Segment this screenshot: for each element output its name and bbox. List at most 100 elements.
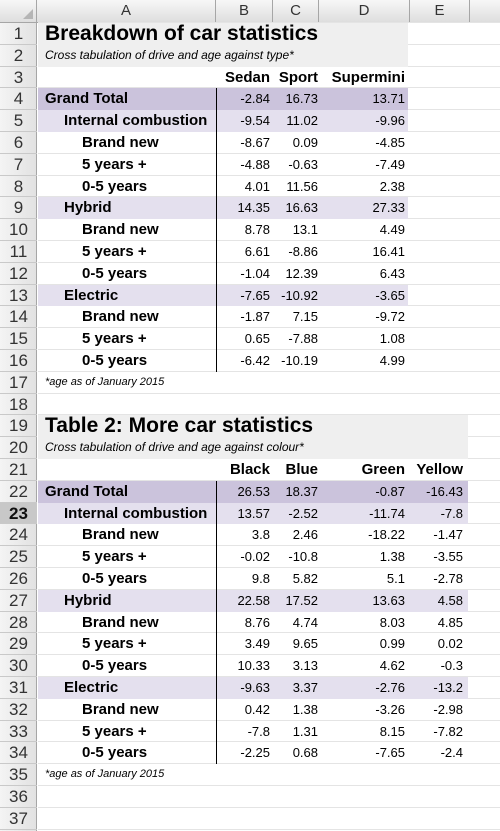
table2-value-cell[interactable]: -2.78 — [433, 571, 463, 586]
row-header-28[interactable]: 28 — [0, 612, 37, 634]
table2-row-label[interactable]: 5 years + — [82, 548, 147, 566]
table1-value-cell[interactable]: 12.39 — [285, 265, 318, 281]
table2-value-cell[interactable]: -3.55 — [433, 549, 463, 565]
table2-value-cell[interactable]: -18.22 — [368, 527, 405, 543]
table1-value-cell[interactable]: 11.56 — [286, 178, 318, 194]
table2-row-label[interactable]: Electric — [64, 679, 119, 696]
table1-value-cell[interactable]: 11.02 — [286, 113, 318, 129]
table1-value-cell[interactable]: 4.99 — [379, 353, 405, 368]
table1-value-cell[interactable]: 2.38 — [379, 178, 405, 194]
row-header-20[interactable]: 20 — [0, 437, 37, 459]
table2-value-cell[interactable]: 13.57 — [237, 505, 270, 521]
table2-value-cell[interactable]: 3.8 — [251, 527, 270, 543]
table2-value-cell[interactable]: 2.46 — [292, 527, 318, 543]
table2-row-label[interactable]: 0-5 years — [82, 744, 148, 762]
table1-value-cell[interactable]: -2.84 — [240, 91, 270, 107]
table2-row-label[interactable]: 0-5 years — [82, 657, 148, 675]
row-header-36[interactable]: 36 — [0, 786, 37, 808]
table2-title[interactable]: Table 2: More car statistics — [45, 414, 314, 438]
table1-value-cell[interactable]: 0.65 — [244, 331, 270, 347]
table1-row-label[interactable]: Brand new — [82, 221, 159, 239]
table2-header-blue[interactable]: Blue — [285, 461, 318, 478]
table2-value-cell[interactable]: -7.65 — [375, 745, 405, 761]
table1-row-label[interactable]: 5 years + — [82, 155, 147, 173]
table2-row-label[interactable]: Brand new — [82, 526, 159, 544]
table1-value-cell[interactable]: -4.85 — [375, 135, 405, 150]
table2-subtitle[interactable]: Cross tabulation of drive and age agains… — [45, 440, 304, 455]
table1-value-cell[interactable]: 16.63 — [285, 200, 318, 216]
table2-value-cell[interactable]: 1.38 — [292, 701, 318, 717]
table2-value-cell[interactable]: -0.3 — [440, 658, 463, 674]
table2-row-label[interactable]: Hybrid — [64, 591, 112, 609]
table2-value-cell[interactable]: -7.8 — [440, 505, 463, 521]
table1-value-cell[interactable]: 1.08 — [379, 331, 405, 347]
row-header-24[interactable]: 24 — [0, 524, 37, 547]
row-header-1[interactable]: 1 — [0, 23, 37, 45]
table2-value-cell[interactable]: 3.37 — [292, 680, 318, 695]
table1-subtitle[interactable]: Cross tabulation of drive and age agains… — [45, 47, 294, 62]
column-header-e[interactable]: E — [410, 0, 470, 22]
row-header-34[interactable]: 34 — [0, 742, 37, 765]
row-header-37[interactable]: 37 — [0, 808, 37, 830]
row-header-2[interactable]: 2 — [0, 45, 37, 67]
table1-value-cell[interactable]: -3.65 — [375, 287, 405, 303]
table1-value-cell[interactable]: 16.73 — [285, 91, 318, 107]
table2-header-yellow[interactable]: Yellow — [416, 461, 463, 478]
column-header-d[interactable]: D — [319, 0, 410, 22]
table2-value-cell[interactable]: 0.99 — [379, 636, 405, 652]
table2-value-cell[interactable]: 17.52 — [285, 592, 318, 608]
table2-value-cell[interactable]: 10.33 — [237, 658, 270, 674]
table1-value-cell[interactable]: -10.19 — [281, 353, 318, 368]
table2-value-cell[interactable]: 8.15 — [379, 723, 405, 739]
row-header-35[interactable]: 35 — [0, 764, 37, 786]
table2-value-cell[interactable]: 9.8 — [251, 571, 270, 586]
row-header-23[interactable]: 23 — [0, 502, 37, 525]
table2-value-cell[interactable]: -1.47 — [433, 527, 463, 543]
table2-value-cell[interactable]: 18.37 — [285, 483, 318, 499]
table1-value-cell[interactable]: 13.1 — [292, 222, 318, 238]
table1-header-supermini[interactable]: Supermini — [331, 68, 405, 86]
table1-value-cell[interactable]: -1.04 — [240, 265, 270, 281]
table2-row-label[interactable]: Grand Total — [45, 482, 129, 500]
row-header-9[interactable]: 9 — [0, 197, 37, 220]
table1-value-cell[interactable]: -7.88 — [288, 331, 318, 347]
table2-value-cell[interactable]: 4.74 — [292, 614, 318, 630]
table1-row-label[interactable]: Hybrid — [64, 199, 112, 217]
table1-value-cell[interactable]: 6.61 — [244, 244, 270, 259]
table2-value-cell[interactable]: 5.1 — [386, 571, 405, 586]
table2-value-cell[interactable]: -2.25 — [240, 745, 270, 761]
table1-value-cell[interactable]: 6.43 — [379, 265, 405, 281]
column-header-a[interactable]: A — [37, 0, 216, 22]
table2-value-cell[interactable]: 8.03 — [379, 614, 405, 630]
table2-value-cell[interactable]: 4.85 — [437, 614, 463, 630]
table1-value-cell[interactable]: 0.09 — [292, 135, 318, 150]
row-header-5[interactable]: 5 — [0, 110, 37, 132]
table2-value-cell[interactable]: -7.8 — [247, 723, 270, 739]
row-header-19[interactable]: 19 — [0, 415, 37, 438]
table2-value-cell[interactable]: 4.62 — [379, 658, 405, 674]
table2-value-cell[interactable]: 5.82 — [292, 571, 318, 586]
column-header-c[interactable]: C — [273, 0, 319, 22]
table1-value-cell[interactable]: -10.92 — [281, 287, 318, 303]
table2-value-cell[interactable]: 0.68 — [292, 745, 318, 761]
table1-value-cell[interactable]: -7.49 — [375, 156, 405, 172]
row-header-3[interactable]: 3 — [0, 67, 37, 89]
table1-row-label[interactable]: Brand new — [82, 308, 159, 326]
table1-value-cell[interactable]: 4.49 — [379, 222, 405, 238]
table1-value-cell[interactable]: -8.67 — [240, 135, 270, 150]
table2-value-cell[interactable]: -7.82 — [433, 723, 463, 739]
row-header-25[interactable]: 25 — [0, 546, 37, 568]
table2-value-cell[interactable]: -2.98 — [433, 701, 463, 717]
table2-value-cell[interactable]: 8.76 — [244, 614, 270, 630]
row-header-32[interactable]: 32 — [0, 699, 37, 721]
table1-value-cell[interactable]: 14.35 — [237, 200, 270, 216]
table2-value-cell[interactable]: -2.4 — [440, 745, 463, 761]
row-header-12[interactable]: 12 — [0, 263, 37, 285]
row-header-26[interactable]: 26 — [0, 568, 37, 590]
table1-value-cell[interactable]: 13.71 — [372, 91, 405, 107]
table1-value-cell[interactable]: -4.88 — [240, 156, 270, 172]
select-all-corner[interactable] — [0, 0, 37, 22]
table1-row-label[interactable]: 0-5 years — [82, 264, 148, 282]
table2-value-cell[interactable]: 0.42 — [244, 701, 270, 717]
table2-value-cell[interactable]: 22.58 — [237, 592, 270, 608]
